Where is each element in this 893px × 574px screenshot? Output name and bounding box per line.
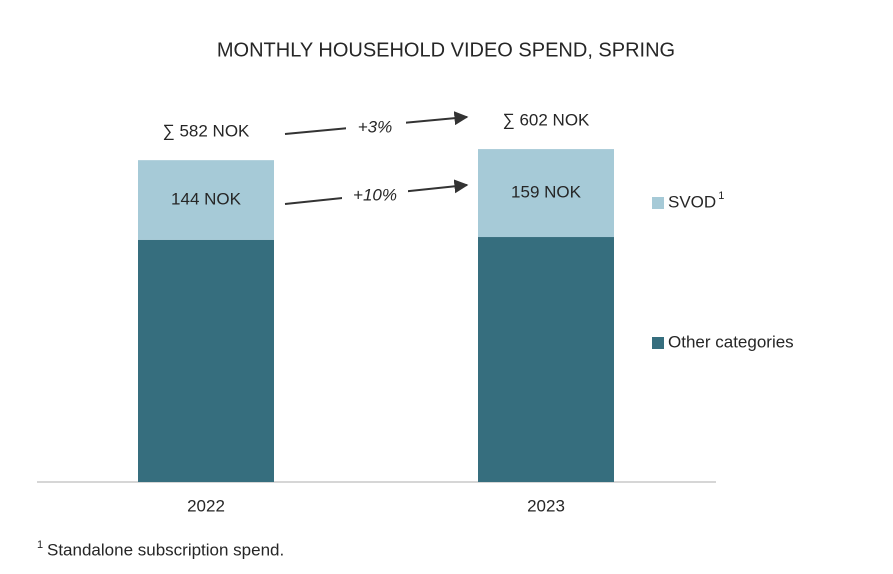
- footnote-marker: 1: [37, 539, 43, 551]
- growth-label: +3%: [358, 117, 393, 136]
- legend-label: Other categories: [668, 332, 794, 351]
- label-bg: [346, 116, 406, 140]
- legend-label: SVOD: [668, 192, 716, 211]
- chart-title: MONTHLY HOUSEHOLD VIDEO SPEND, SPRING: [217, 39, 675, 61]
- x-tick-label: 2022: [187, 496, 225, 515]
- bar-segment: [478, 149, 614, 238]
- total-label: ∑ 582 NOK: [163, 122, 250, 141]
- legend-note: 1: [718, 190, 724, 202]
- growth-label: +10%: [353, 185, 397, 204]
- total-label: ∑ 602 NOK: [503, 111, 590, 130]
- footnote: Standalone subscription spend.: [47, 540, 284, 559]
- x-tick-label: 2023: [527, 496, 565, 515]
- legend-swatch: [652, 337, 664, 349]
- bar-segment: [138, 239, 274, 482]
- value-label: 159 NOK: [511, 183, 582, 202]
- bar-segment: [138, 160, 274, 240]
- value-label: 144 NOK: [171, 189, 242, 208]
- legend-swatch: [652, 197, 664, 209]
- label-bg: [342, 184, 408, 208]
- bar-segment: [478, 237, 614, 482]
